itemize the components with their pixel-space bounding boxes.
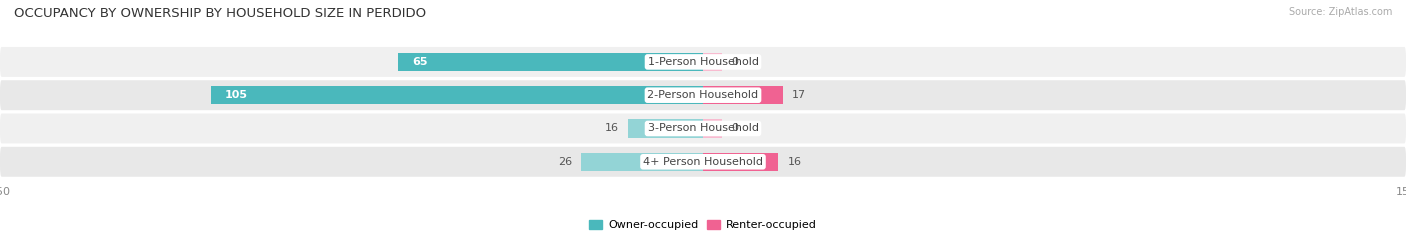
Text: 26: 26	[558, 157, 572, 167]
Text: Source: ZipAtlas.com: Source: ZipAtlas.com	[1288, 7, 1392, 17]
Bar	[211, 86, 703, 104]
Legend: Owner-occupied, Renter-occupied: Owner-occupied, Renter-occupied	[585, 216, 821, 233]
Text: OCCUPANCY BY OWNERSHIP BY HOUSEHOLD SIZE IN PERDIDO: OCCUPANCY BY OWNERSHIP BY HOUSEHOLD SIZE…	[14, 7, 426, 20]
Text: 0: 0	[731, 57, 738, 67]
Bar	[398, 53, 703, 71]
Bar	[628, 119, 703, 138]
Bar	[581, 153, 703, 171]
Text: 65: 65	[412, 57, 427, 67]
Bar	[703, 119, 721, 138]
Text: 2-Person Household: 2-Person Household	[647, 90, 759, 100]
Text: 16: 16	[787, 157, 801, 167]
Bar	[703, 53, 721, 71]
Text: 17: 17	[792, 90, 806, 100]
FancyBboxPatch shape	[0, 147, 1406, 177]
Bar	[703, 86, 783, 104]
Text: 16: 16	[605, 123, 619, 134]
Text: 0: 0	[731, 123, 738, 134]
Bar	[703, 153, 778, 171]
Text: 1-Person Household: 1-Person Household	[648, 57, 758, 67]
FancyBboxPatch shape	[0, 47, 1406, 77]
Text: 3-Person Household: 3-Person Household	[648, 123, 758, 134]
Text: 4+ Person Household: 4+ Person Household	[643, 157, 763, 167]
FancyBboxPatch shape	[0, 113, 1406, 144]
FancyBboxPatch shape	[0, 80, 1406, 110]
Text: 105: 105	[225, 90, 247, 100]
